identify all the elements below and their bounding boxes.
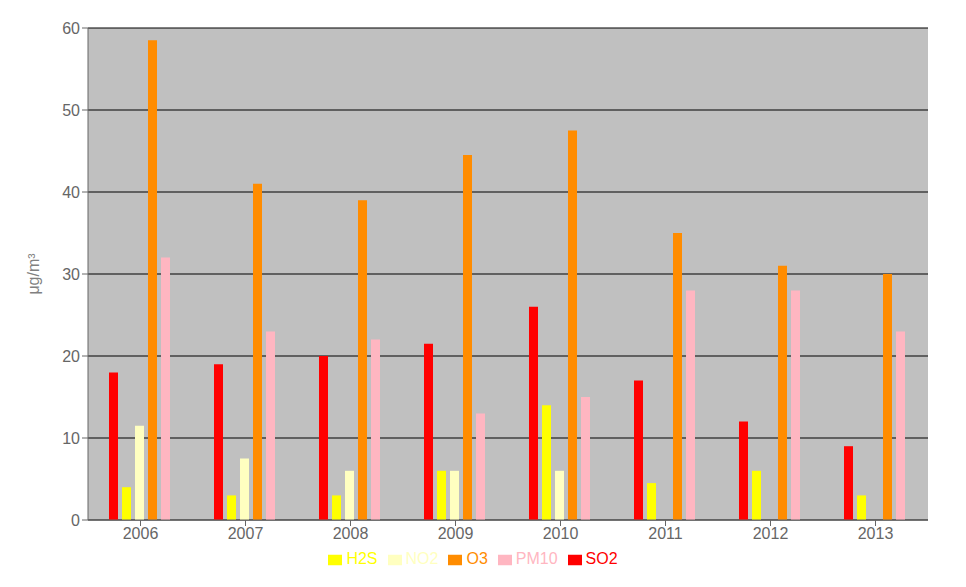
svg-text:50: 50	[62, 102, 80, 119]
svg-text:2011: 2011	[648, 525, 683, 542]
svg-text:20: 20	[62, 348, 80, 365]
svg-text:30: 30	[62, 266, 80, 283]
svg-text:2012: 2012	[753, 525, 789, 542]
html-text:O3: O3	[466, 550, 488, 567]
svg-text:2010: 2010	[543, 525, 579, 542]
svg-text:2006: 2006	[123, 525, 159, 542]
svg-text:2008: 2008	[333, 525, 369, 542]
svg-text:0: 0	[71, 512, 80, 529]
svg-text:60: 60	[62, 20, 80, 37]
svg-text:10: 10	[62, 430, 80, 447]
svg-text:2013: 2013	[858, 525, 894, 542]
svg-text:2009: 2009	[438, 525, 474, 542]
svg-text:μg/m³: μg/m³	[25, 253, 42, 295]
html-text:PM10: PM10	[515, 550, 558, 567]
svg-text:40: 40	[62, 184, 80, 201]
html-text:SO2: SO2	[585, 550, 618, 567]
html-text:H2S: H2S	[346, 550, 378, 567]
html-text:NO2: NO2	[405, 550, 439, 567]
svg-text:2007: 2007	[228, 525, 264, 542]
